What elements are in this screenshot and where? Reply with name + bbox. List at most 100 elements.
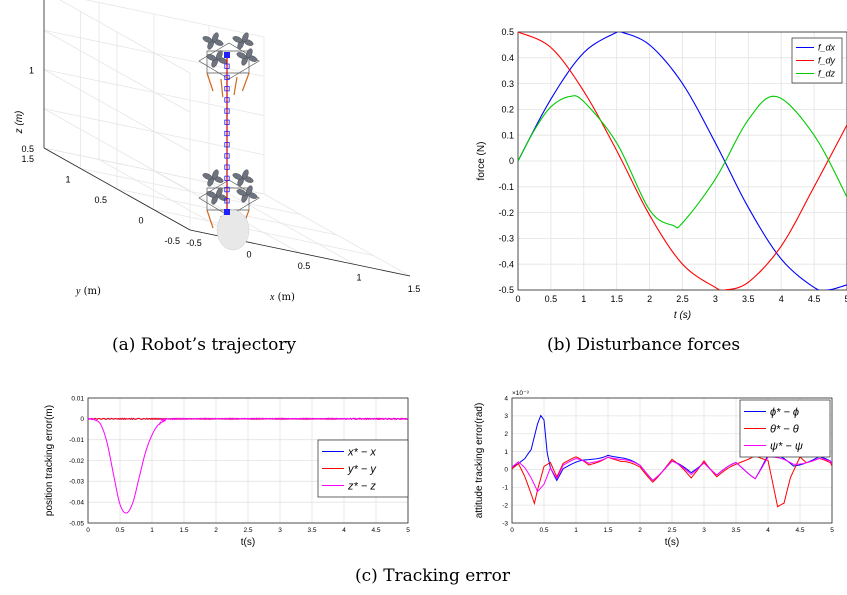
x-tick-label: 2.5 [243,527,252,534]
x-tick-label: 1 [581,294,586,304]
y-tick-label: -0.1 [498,182,514,192]
y-tick-label: 0.2 [501,105,514,115]
y-tick-label: 3 [504,413,508,420]
trajectory-marker [224,186,230,193]
x-axis-label: t (s) [674,310,691,321]
y-tick-label: 1 [504,449,508,456]
propeller-blade [212,32,219,43]
y-tick-label: 0 [504,467,508,474]
y-axis-line [43,147,191,231]
robot-top [198,32,260,98]
trajectory-marker [224,175,230,181]
z-tick-label: 1 [29,66,34,76]
y-tick-label: -2 [502,502,508,509]
x-tick-label: 0 [510,527,514,534]
x-tick-label: 5 [844,294,847,304]
legend-label: f_dy [818,56,836,66]
x-axis-label: t(s) [665,537,679,548]
x-tick-label: 2.5 [667,527,676,534]
x-tick-label: 3.5 [307,527,316,534]
z-axis-label: z (m) [14,111,25,135]
trajectory-marker [224,74,230,81]
propeller-blade [216,187,223,198]
y-axis-label: y (m) [76,286,101,297]
trajectory-start-marker [224,209,230,215]
propeller-blade [206,54,217,61]
trajectory-marker [224,119,230,125]
attitude-tracking-error-plot: 0 0.5 1 1.5 2 2.5 3 3.5 4 4.5 5 4 3 2 1 0 -1 -2 -3 t(s) atti… [474,390,834,548]
z-tick-label: 0.5 [21,144,34,154]
x-tick-label: 1 [150,527,154,534]
x-tick-label: 0 [86,527,90,534]
caption-b: (b) Disturbance forces [547,335,741,355]
propeller-blade [202,36,213,43]
y-tick-label: -0.2 [498,208,514,218]
trajectory-marker [224,63,230,69]
x-tick-label: 4 [766,527,770,534]
y-axis-label: attitude tracking error(rad) [474,403,485,519]
x-tick-label: 3 [713,294,718,304]
y-tick-label: -0.04 [69,499,84,506]
y-axis-label: position tracking error(m) [44,405,55,516]
propeller-blade [206,191,217,198]
x-tick-label: 0.5 [539,527,548,534]
robot-leg [220,78,224,98]
x-axis-label: t(s) [241,537,255,548]
robot-leg [206,209,214,229]
position-tracking-error-plot: 0 0.5 1 1.5 2 2.5 3 3.5 4 4.5 5 0.01 0 -0.01 -0.02 -0.0… [44,395,410,548]
payload-object [216,209,250,251]
robot-leg [206,72,214,92]
propeller-blade [212,169,219,180]
trajectory-end-marker [224,52,230,58]
y-tick-label: -0.02 [69,458,84,465]
legend-label: z* − z [347,480,376,492]
y-tick-label: -0.5 [498,285,514,295]
series-line [512,456,832,493]
trajectory-marker [224,86,230,92]
x-tick-label: 4 [342,527,346,534]
x-tick-label: 3.5 [731,527,740,534]
y-tick-label: -3 [502,520,508,527]
y-tick-label: 0.1 [501,130,514,140]
x-tick-label: 1 [356,273,361,283]
x-tick-label: 2.5 [676,294,689,304]
y-tick-label: -0.05 [69,520,84,527]
y-tick-label: 0.3 [501,79,514,89]
legend-label: f_dx [818,43,836,53]
legend-label: ψ* − ψ [770,440,803,452]
legend-label: y* − y [347,463,377,475]
y-tick-label: -0.4 [498,259,514,269]
disturbance-forces-plot: 00.511.522.533.544.550.50.40.30.20.10-0.… [476,27,847,321]
y-tick-label: -0.5 [164,236,180,246]
y-axis-label: force (N) [476,142,487,181]
trajectory-tick-labels: -0.500.511.5-0.500.511.50.511.5 [21,66,421,295]
y-tick-label: 4 [504,395,508,402]
caption-c: (c) Tracking error [355,566,510,586]
robot-leg [233,76,238,96]
legend-label: x* − x [347,446,376,458]
x-tick-label: 2 [638,527,642,534]
x-tick-label: 2 [214,527,218,534]
x-tick-label: 0 [246,250,251,260]
trajectory-marker [224,198,230,204]
y-tick-label: 0.5 [501,27,514,37]
series-line [518,32,847,290]
trajectory-marker [224,142,230,148]
y-tick-label: 1 [65,175,70,185]
x-tick-label: 1.5 [408,284,421,294]
y-tick-label: 0 [80,416,84,423]
trajectory-marker [224,108,230,114]
y-tick-label: 0.5 [94,195,107,205]
propeller-blade [246,185,253,196]
legend-label: ϕ* − ϕ [770,406,799,418]
y-tick-label: -0.3 [498,234,514,244]
y-tick-label: 0.01 [71,395,84,402]
x-tick-label: 5 [830,527,834,534]
y-tick-label: -1 [502,485,508,492]
x-tick-label: 0 [515,294,520,304]
y-tick-label: 1.5 [21,154,34,164]
floor-grid-line [153,209,374,256]
x-tick-label: 3 [278,527,282,534]
trajectory-3d-plot: -0.500.511.5-0.500.511.50.511.5 z (m) [14,0,421,295]
plot-frame [511,397,833,524]
